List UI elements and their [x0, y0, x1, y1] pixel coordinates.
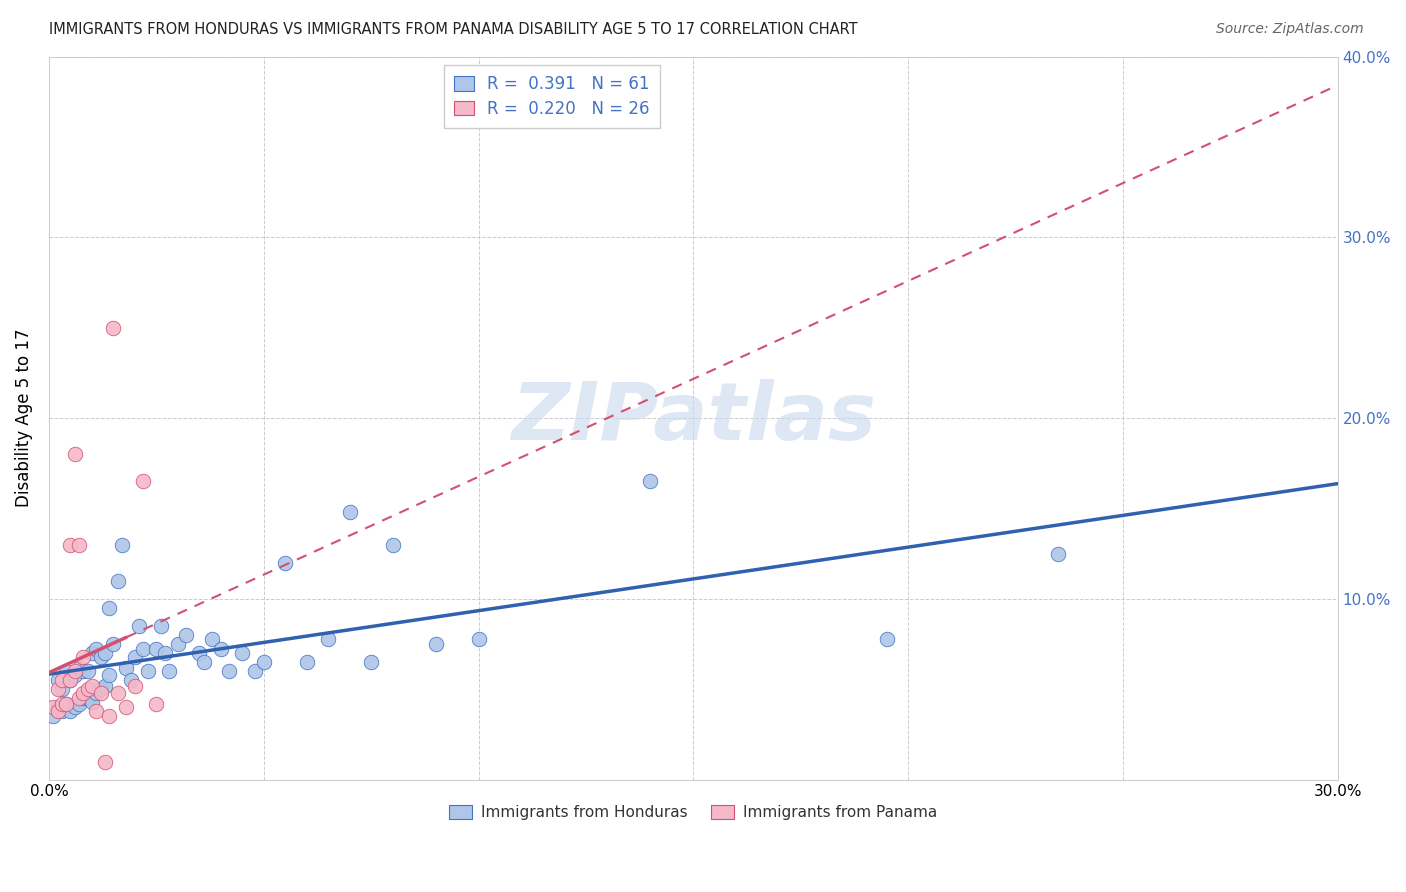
Point — [149, 619, 172, 633]
Point — [253, 655, 276, 669]
Point — [115, 700, 138, 714]
Point — [59, 673, 82, 688]
Point — [63, 447, 86, 461]
Point — [124, 679, 146, 693]
Point — [115, 660, 138, 674]
Point — [63, 667, 86, 681]
Point — [360, 655, 382, 669]
Point — [94, 755, 117, 769]
Point — [316, 632, 339, 646]
Point — [76, 664, 98, 678]
Point — [188, 646, 211, 660]
Point — [42, 700, 65, 714]
Point — [132, 475, 155, 489]
Point — [63, 700, 86, 714]
Point — [46, 682, 69, 697]
Point — [67, 691, 90, 706]
Point — [1047, 547, 1070, 561]
Point — [80, 646, 103, 660]
Point — [46, 704, 69, 718]
Y-axis label: Disability Age 5 to 17: Disability Age 5 to 17 — [15, 329, 32, 508]
Point — [72, 691, 94, 706]
Point — [67, 697, 90, 711]
Point — [72, 686, 94, 700]
Point — [145, 642, 167, 657]
Point — [55, 697, 77, 711]
Point — [136, 664, 159, 678]
Point — [51, 704, 73, 718]
Point — [94, 646, 117, 660]
Point — [80, 679, 103, 693]
Point — [59, 704, 82, 718]
Point — [89, 682, 111, 697]
Point — [381, 538, 404, 552]
Point — [67, 660, 90, 674]
Point — [46, 673, 69, 688]
Point — [84, 704, 107, 718]
Text: IMMIGRANTS FROM HONDURAS VS IMMIGRANTS FROM PANAMA DISABILITY AGE 5 TO 17 CORREL: IMMIGRANTS FROM HONDURAS VS IMMIGRANTS F… — [49, 22, 858, 37]
Point — [72, 664, 94, 678]
Point — [59, 673, 82, 688]
Point — [128, 619, 150, 633]
Text: Source: ZipAtlas.com: Source: ZipAtlas.com — [1216, 22, 1364, 37]
Point — [201, 632, 224, 646]
Legend: Immigrants from Honduras, Immigrants from Panama: Immigrants from Honduras, Immigrants fro… — [443, 799, 943, 826]
Point — [124, 649, 146, 664]
Point — [218, 664, 240, 678]
Point — [98, 709, 121, 723]
Point — [55, 664, 77, 678]
Point — [51, 673, 73, 688]
Point — [231, 646, 253, 660]
Point — [193, 655, 215, 669]
Point — [209, 642, 232, 657]
Point — [425, 637, 447, 651]
Point — [76, 682, 98, 697]
Point — [120, 673, 142, 688]
Point — [46, 700, 69, 714]
Point — [339, 505, 361, 519]
Point — [103, 637, 125, 651]
Point — [153, 646, 176, 660]
Point — [89, 649, 111, 664]
Point — [59, 538, 82, 552]
Point — [274, 556, 297, 570]
Point — [876, 632, 898, 646]
Point — [94, 679, 117, 693]
Point — [145, 697, 167, 711]
Point — [107, 574, 129, 588]
Point — [166, 637, 188, 651]
Text: ZIPatlas: ZIPatlas — [510, 379, 876, 457]
Point — [176, 628, 198, 642]
Point — [157, 664, 180, 678]
Point — [55, 697, 77, 711]
Point — [42, 709, 65, 723]
Point — [51, 682, 73, 697]
Point — [132, 642, 155, 657]
Point — [467, 632, 489, 646]
Point — [63, 664, 86, 678]
Point — [107, 686, 129, 700]
Point — [111, 538, 134, 552]
Point — [98, 667, 121, 681]
Point — [72, 649, 94, 664]
Point — [84, 642, 107, 657]
Point — [76, 691, 98, 706]
Point — [98, 601, 121, 615]
Point — [80, 695, 103, 709]
Point — [243, 664, 266, 678]
Point — [89, 686, 111, 700]
Point — [51, 697, 73, 711]
Point — [67, 538, 90, 552]
Point — [295, 655, 318, 669]
Point — [103, 320, 125, 334]
Point — [84, 686, 107, 700]
Point — [640, 475, 662, 489]
